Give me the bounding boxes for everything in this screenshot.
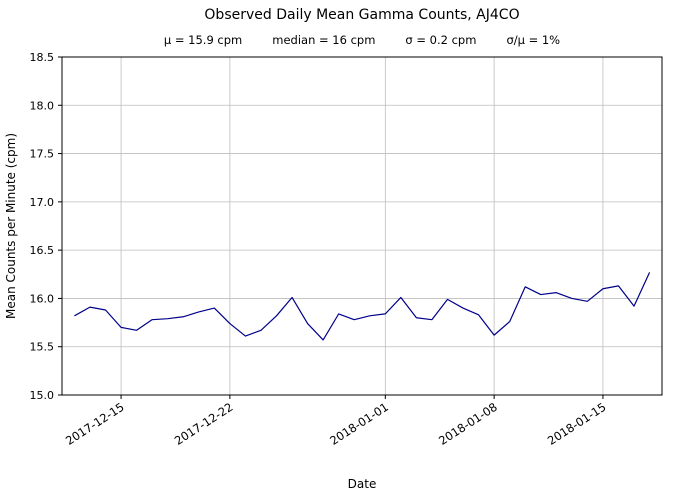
- chart-stats-line: μ = 15.9 cpm median = 16 cpm σ = 0.2 cpm…: [62, 33, 662, 47]
- svg-text:15.5: 15.5: [30, 341, 55, 354]
- plot-area: 15.0 15.5 16.0 16.5 17.0 17.5 18.0 18.5 2017-12-…: [30, 51, 663, 448]
- svg-text:18.5: 18.5: [30, 51, 55, 64]
- svg-text:2017-12-15: 2017-12-15: [63, 400, 127, 448]
- svg-text:16.5: 16.5: [30, 244, 55, 257]
- stat-sigma: σ = 0.2 cpm: [405, 33, 477, 47]
- x-axis-label: Date: [348, 477, 377, 491]
- chart-title: Observed Daily Mean Gamma Counts, AJ4CO: [204, 7, 520, 23]
- svg-text:2018-01-01: 2018-01-01: [327, 400, 391, 448]
- svg-text:2018-01-08: 2018-01-08: [436, 400, 500, 448]
- svg-text:17.5: 17.5: [30, 148, 55, 161]
- stat-median: median = 16 cpm: [272, 33, 376, 47]
- svg-text:17.0: 17.0: [30, 196, 55, 209]
- stat-sigma-over-mu: σ/μ = 1%: [506, 33, 561, 47]
- svg-text:15.0: 15.0: [30, 389, 55, 402]
- stat-mean: μ = 15.9 cpm: [163, 33, 243, 47]
- svg-text:2018-01-15: 2018-01-15: [545, 400, 609, 448]
- svg-text:18.0: 18.0: [30, 99, 55, 112]
- svg-text:16.0: 16.0: [30, 292, 55, 305]
- y-axis-label: Mean Counts per Minute (cpm): [4, 133, 18, 319]
- svg-text:2017-12-22: 2017-12-22: [172, 400, 236, 448]
